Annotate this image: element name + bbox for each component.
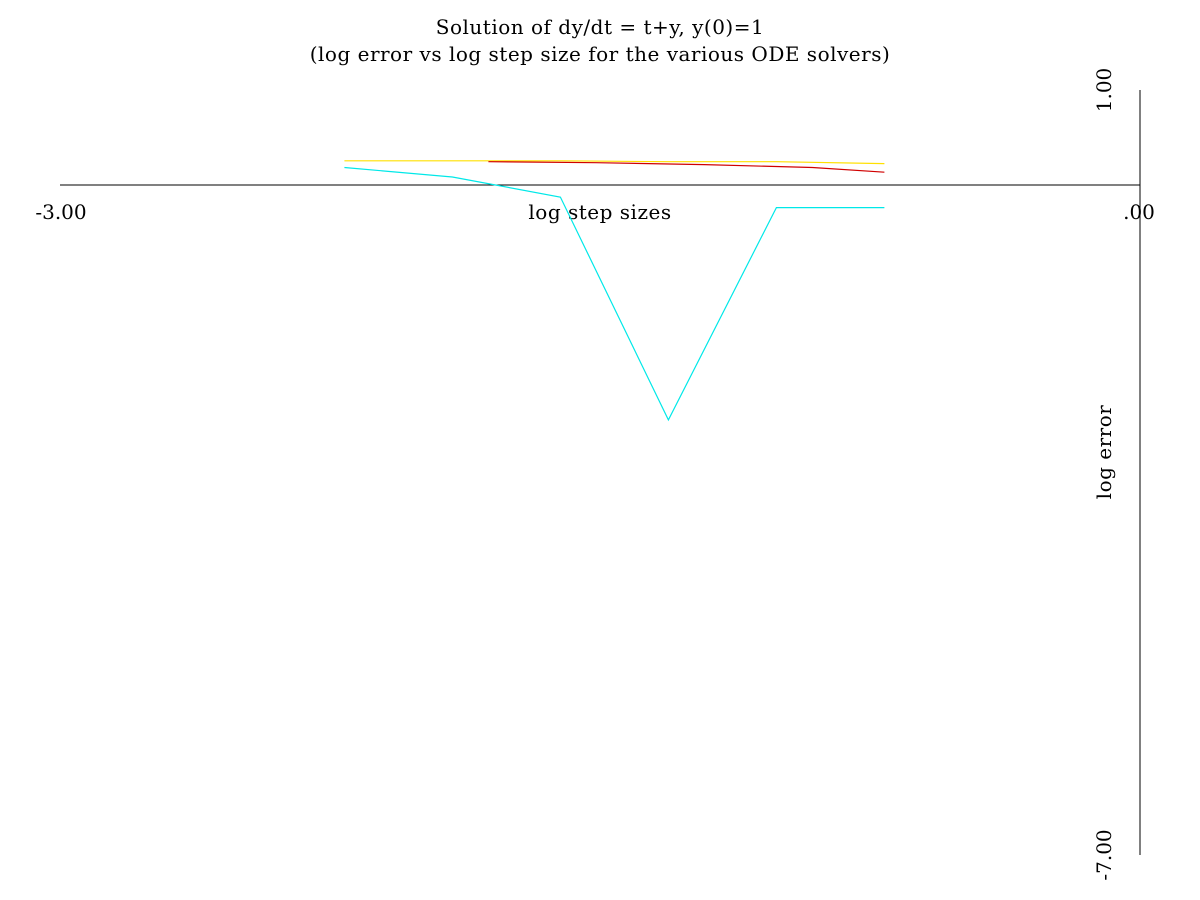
series-layer: [344, 160, 885, 422]
series-line-2: [488, 161, 885, 173]
y-tick-label-min: -7.00: [1092, 829, 1116, 880]
chart-subtitle: (log error vs log step size for the vari…: [310, 42, 891, 66]
x-tick-label-max: .00: [1123, 200, 1155, 224]
series-line-1: [344, 160, 885, 165]
series-line-3: [344, 166, 885, 422]
y-axis-label: log error: [1092, 405, 1116, 500]
x-axis-label: log step sizes: [528, 200, 671, 224]
y-tick-label-max: 1.00: [1092, 68, 1116, 113]
chart-title: Solution of dy/dt = t+y, y(0)=1: [436, 15, 764, 39]
x-tick-label-min: -3.00: [35, 200, 86, 224]
